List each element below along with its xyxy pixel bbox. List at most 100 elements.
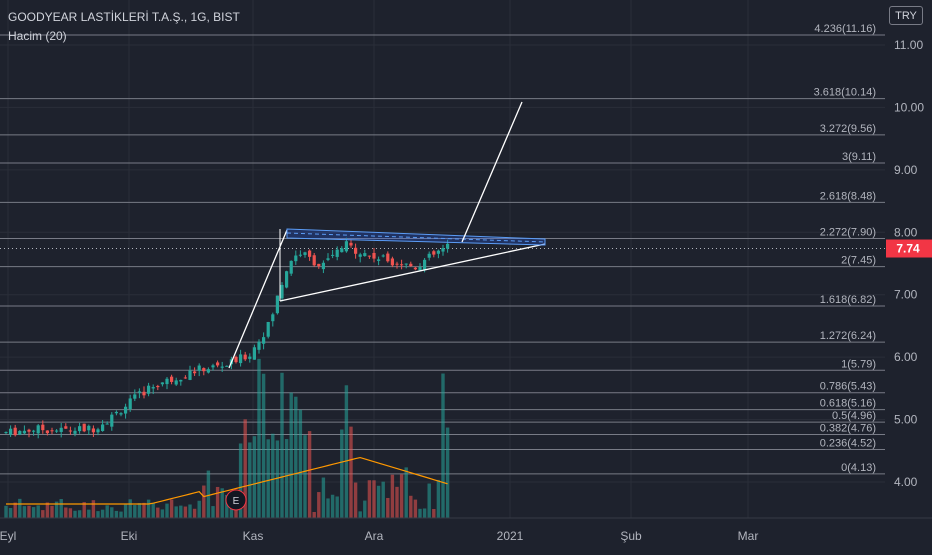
volume-bar[interactable] [243, 419, 247, 518]
volume-bar[interactable] [395, 486, 399, 518]
volume-bar[interactable] [206, 470, 211, 518]
candle-body[interactable] [446, 243, 450, 249]
candle-body[interactable] [170, 376, 174, 382]
candle-body[interactable] [225, 365, 229, 367]
triangle-support-line[interactable] [279, 243, 546, 302]
volume-bar[interactable] [367, 480, 372, 518]
candle-body[interactable] [142, 391, 146, 396]
volume-bar[interactable] [390, 474, 395, 518]
volume-bar[interactable] [432, 509, 436, 518]
volume-bar[interactable] [307, 431, 312, 518]
volume-bar[interactable] [54, 501, 59, 518]
candle-body[interactable] [418, 266, 422, 271]
candle-body[interactable] [335, 249, 339, 257]
candle-body[interactable] [358, 254, 362, 257]
candle-body[interactable] [193, 371, 197, 374]
volume-bar[interactable] [160, 509, 165, 518]
candle-body[interactable] [372, 252, 376, 259]
volume-bar[interactable] [215, 486, 220, 518]
volume-bar[interactable] [238, 443, 243, 518]
volume-bar[interactable] [110, 507, 114, 518]
candle-body[interactable] [68, 430, 72, 432]
candle-body[interactable] [349, 242, 353, 246]
candle-body[interactable] [151, 387, 155, 389]
volume-bar[interactable] [96, 511, 100, 518]
candle-body[interactable] [308, 250, 312, 257]
volume-bar[interactable] [418, 508, 422, 518]
candle-body[interactable] [202, 368, 206, 372]
volume-bar[interactable] [68, 508, 73, 518]
volume-bar[interactable] [303, 435, 307, 518]
volume-bar[interactable] [445, 427, 450, 518]
volume-bar[interactable] [18, 498, 22, 518]
volume-bar[interactable] [353, 482, 358, 518]
candle-body[interactable] [197, 365, 201, 371]
candle-body[interactable] [147, 385, 151, 394]
volume-bar[interactable] [225, 495, 229, 518]
candle-body[interactable] [59, 427, 63, 432]
volume-bar[interactable] [413, 499, 418, 518]
volume-bar[interactable] [436, 479, 441, 518]
volume-bar[interactable] [271, 433, 275, 518]
volume-bar[interactable] [119, 511, 123, 518]
candle-body[interactable] [432, 251, 436, 255]
volume-bar[interactable] [441, 373, 445, 518]
volume-bar[interactable] [133, 505, 137, 518]
candle-body[interactable] [41, 424, 45, 431]
volume-bar[interactable] [234, 509, 238, 518]
candle-body[interactable] [367, 255, 371, 257]
candle-body[interactable] [216, 362, 220, 366]
candle-body[interactable] [234, 356, 238, 363]
candle-body[interactable] [400, 264, 404, 266]
candle-body[interactable] [22, 430, 26, 434]
volume-bar[interactable] [142, 502, 146, 518]
candle-body[interactable] [381, 255, 385, 257]
candle-body[interactable] [220, 366, 224, 368]
candle-body[interactable] [321, 262, 325, 270]
volume-bar[interactable] [248, 442, 252, 518]
volume-bar[interactable] [422, 508, 427, 518]
candle-body[interactable] [105, 423, 109, 425]
volume-bar[interactable] [82, 502, 86, 518]
volume-bar[interactable] [165, 503, 169, 518]
candle-body[interactable] [133, 394, 137, 399]
candle-body[interactable] [413, 267, 417, 270]
volume-bar[interactable] [151, 502, 155, 518]
candle-body[interactable] [257, 341, 261, 350]
candle-body[interactable] [183, 377, 187, 379]
candle-body[interactable] [128, 398, 132, 410]
volume-bar[interactable] [298, 409, 303, 518]
volume-bar[interactable] [50, 505, 54, 518]
volume-bar[interactable] [27, 505, 31, 518]
volume-bar[interactable] [372, 480, 376, 518]
volume-bar[interactable] [349, 426, 353, 518]
volume-bar[interactable] [289, 392, 293, 518]
candle-body[interactable] [289, 260, 293, 274]
candle-body[interactable] [275, 295, 279, 314]
candle-body[interactable] [423, 259, 427, 270]
candle-body[interactable] [248, 356, 252, 359]
volume-bar[interactable] [340, 429, 344, 518]
volume-bar[interactable] [376, 485, 381, 518]
candle-body[interactable] [239, 354, 243, 364]
candle-body[interactable] [179, 379, 183, 382]
candle-body[interactable] [119, 413, 123, 415]
candle-body[interactable] [312, 255, 316, 266]
candle-body[interactable] [252, 347, 256, 360]
candle-body[interactable] [354, 247, 358, 254]
candle-body[interactable] [55, 430, 59, 432]
volume-bar[interactable] [381, 481, 385, 518]
volume-bar[interactable] [91, 500, 96, 518]
candle-body[interactable] [27, 429, 31, 432]
candle-body[interactable] [285, 271, 289, 288]
volume-bar[interactable] [8, 508, 13, 518]
volume-indicator-label[interactable]: Hacim (20) [8, 29, 67, 43]
volume-bar[interactable] [202, 485, 206, 518]
volume-bar[interactable] [77, 510, 82, 518]
volume-bar[interactable] [220, 488, 224, 518]
candle-body[interactable] [156, 385, 160, 388]
volume-bar[interactable] [100, 509, 105, 518]
candle-body[interactable] [427, 253, 431, 258]
candle-body[interactable] [160, 382, 164, 385]
